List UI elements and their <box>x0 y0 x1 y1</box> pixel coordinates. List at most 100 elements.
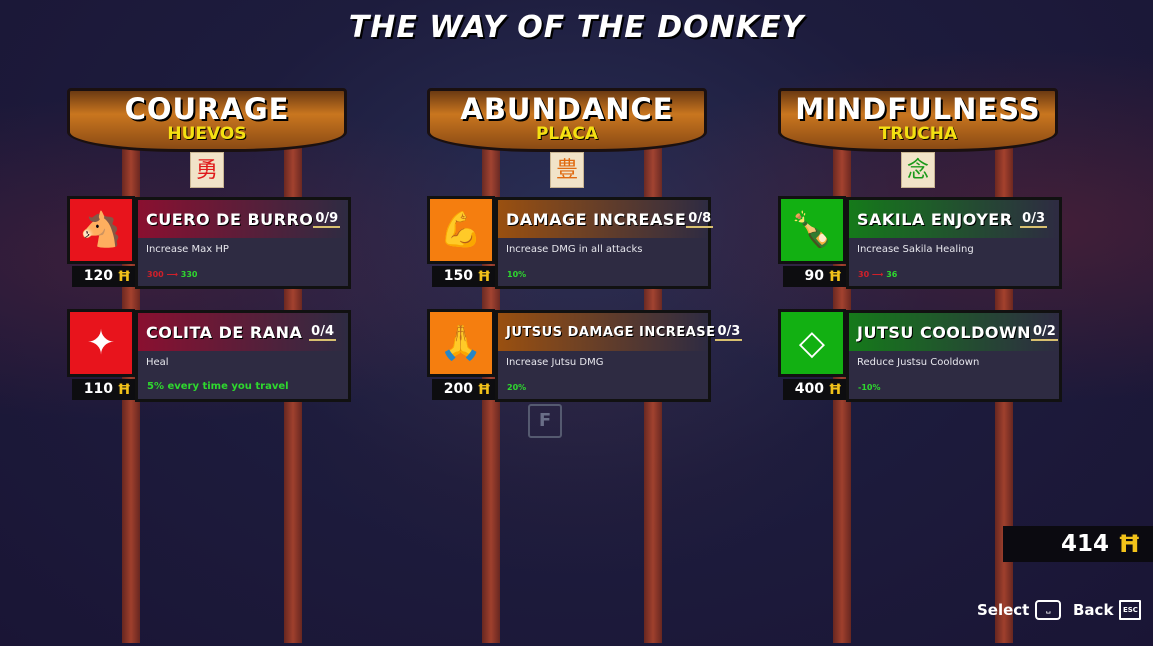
value-bonus: -10% <box>858 383 881 392</box>
skill-panel: CUERO DE BURRO 0/9 Increase Max HP 300 ⟶… <box>135 197 351 289</box>
skill-cost: 150 Ħ <box>432 266 495 287</box>
value-bonus: 10% <box>507 270 527 279</box>
flexing-fighter-icon: 💪 <box>439 210 483 250</box>
cost-amount: 150 <box>443 268 473 284</box>
skill-cost: 120 Ħ <box>72 266 135 287</box>
currency-coin-icon: Ħ <box>477 269 491 285</box>
skill-card[interactable]: CUERO DE BURRO 0/9 Increase Max HP 300 ⟶… <box>67 196 351 289</box>
torii-gate <box>778 88 1058 152</box>
select-hint[interactable]: Select ␣ <box>977 600 1062 620</box>
currency-coin-icon: Ħ <box>117 382 131 398</box>
category-subtitle: HUEVOS <box>167 124 247 144</box>
praying-hands-icon: 🙏 <box>439 323 483 363</box>
skill-value: 5% every time you travel <box>147 381 289 392</box>
skill-description: Heal <box>146 357 169 368</box>
currency-coin-icon: Ħ <box>828 269 842 285</box>
arrow-right-icon: ⟶ <box>869 270 887 279</box>
skill-icon-box: 🙏 <box>427 309 495 377</box>
skill-value: -10% <box>858 383 880 392</box>
space-key-icon: ␣ <box>1035 600 1062 620</box>
category-name: ABUNDANCE <box>460 92 674 126</box>
skill-value: 10% <box>507 270 526 279</box>
skill-cost: 90 Ħ <box>783 266 846 287</box>
category-subtitle: TRUCHA <box>878 124 958 144</box>
skill-description: Increase Jutsu DMG <box>506 357 604 368</box>
skill-panel: DAMAGE INCREASE 0/8 Increase DMG in all … <box>495 197 714 289</box>
frog-tail-icon: ✦ <box>86 323 116 363</box>
skill-icon-box: ◇ <box>778 309 846 377</box>
skill-card[interactable]: JUTSU COOLDOWN 0/2 Reduce Justsu Cooldow… <box>778 309 1062 402</box>
torii-gate <box>67 88 347 152</box>
currency-amount: 414 <box>1060 531 1109 557</box>
skill-description: Reduce Justsu Cooldown <box>857 357 980 368</box>
skill-card[interactable]: SAKILA ENJOYER 0/3 Increase Sakila Heali… <box>778 196 1062 289</box>
back-hint[interactable]: Back ESC <box>1073 600 1142 620</box>
skill-icon-box: 🐴 <box>67 196 135 264</box>
cost-amount: 90 <box>804 268 824 284</box>
skill-header: JUTSUS DAMAGE INCREASE 0/3 <box>498 313 743 351</box>
skill-card[interactable]: JUTSUS DAMAGE INCREASE 0/3 Increase Juts… <box>427 309 743 402</box>
skill-header: SAKILA ENJOYER 0/3 <box>849 200 1059 238</box>
arrow-right-icon: ⟶ <box>163 270 181 279</box>
interact-key-hint: F <box>528 404 562 438</box>
cost-amount: 120 <box>83 268 113 284</box>
page-title: THE WAY OF THE DONKEY <box>348 10 805 45</box>
skill-value: 20% <box>507 383 526 392</box>
select-label: Select <box>977 601 1030 619</box>
skill-rank: 0/9 <box>313 210 341 228</box>
skill-rank: 0/8 <box>686 210 714 228</box>
cooldown-diamond-icon: ◇ <box>798 323 826 363</box>
skill-rank: 0/3 <box>1020 210 1047 228</box>
skill-value: 300 ⟶ 330 <box>147 270 197 279</box>
kanji-sign: 豊 <box>550 152 584 188</box>
value-to: 330 <box>180 270 198 279</box>
value-to: 36 <box>886 270 898 279</box>
currency-coin-icon: Ħ <box>477 382 491 398</box>
skill-icon-box: 💪 <box>427 196 495 264</box>
skill-name: COLITA DE RANA <box>146 322 303 342</box>
cost-amount: 200 <box>443 381 473 397</box>
category-name: MINDFULNESS <box>795 92 1041 126</box>
kanji-sign: 勇 <box>190 152 224 188</box>
skill-header: DAMAGE INCREASE 0/8 <box>498 200 714 238</box>
skill-panel: COLITA DE RANA 0/4 Heal 5% every time yo… <box>135 310 351 402</box>
skill-header: JUTSU COOLDOWN 0/2 <box>849 313 1059 351</box>
value-bonus: 5% every time you travel <box>147 381 289 392</box>
skill-header: CUERO DE BURRO 0/9 <box>138 200 348 238</box>
skill-card[interactable]: COLITA DE RANA 0/4 Heal 5% every time yo… <box>67 309 351 402</box>
skill-panel: JUTSUS DAMAGE INCREASE 0/3 Increase Juts… <box>495 310 743 402</box>
kanji-sign: 念 <box>901 152 935 188</box>
currency-total: 414 Ħ <box>1003 526 1153 562</box>
skill-rank: 0/3 <box>715 323 743 341</box>
skill-name: JUTSU COOLDOWN <box>857 322 1032 342</box>
skill-panel: SAKILA ENJOYER 0/3 Increase Sakila Heali… <box>846 197 1062 289</box>
bottle-icon: 🍾 <box>790 210 834 250</box>
skill-name: CUERO DE BURRO <box>146 209 314 229</box>
category-subtitle: PLACA <box>535 124 599 144</box>
skill-cost: 400 Ħ <box>783 379 846 400</box>
cost-amount: 400 <box>794 381 824 397</box>
skill-panel: JUTSU COOLDOWN 0/2 Reduce Justsu Cooldow… <box>846 310 1062 402</box>
skill-card[interactable]: DAMAGE INCREASE 0/8 Increase DMG in all … <box>427 196 714 289</box>
skill-description: Increase Sakila Healing <box>857 244 974 255</box>
skill-rank: 0/4 <box>309 323 336 341</box>
skill-cost: 200 Ħ <box>432 379 495 400</box>
value-from: 30 <box>858 270 870 279</box>
value-from: 300 <box>147 270 164 279</box>
cost-amount: 110 <box>83 381 113 397</box>
currency-coin-icon: Ħ <box>828 382 842 398</box>
value-bonus: 20% <box>507 383 527 392</box>
category-name: COURAGE <box>124 92 290 126</box>
skill-name: DAMAGE INCREASE <box>506 209 687 229</box>
skill-icon-box: 🍾 <box>778 196 846 264</box>
skill-name: JUTSUS DAMAGE INCREASE <box>506 324 716 340</box>
skill-rank: 0/2 <box>1031 323 1058 341</box>
back-label: Back <box>1073 601 1114 619</box>
skill-description: Increase Max HP <box>146 244 229 255</box>
skill-value: 30 ⟶ 36 <box>858 270 897 279</box>
currency-coin-icon: Ħ <box>117 269 131 285</box>
skill-icon-box: ✦ <box>67 309 135 377</box>
currency-coin-icon: Ħ <box>1117 530 1141 558</box>
torii-gate <box>427 88 707 152</box>
skill-name: SAKILA ENJOYER <box>857 209 1013 229</box>
